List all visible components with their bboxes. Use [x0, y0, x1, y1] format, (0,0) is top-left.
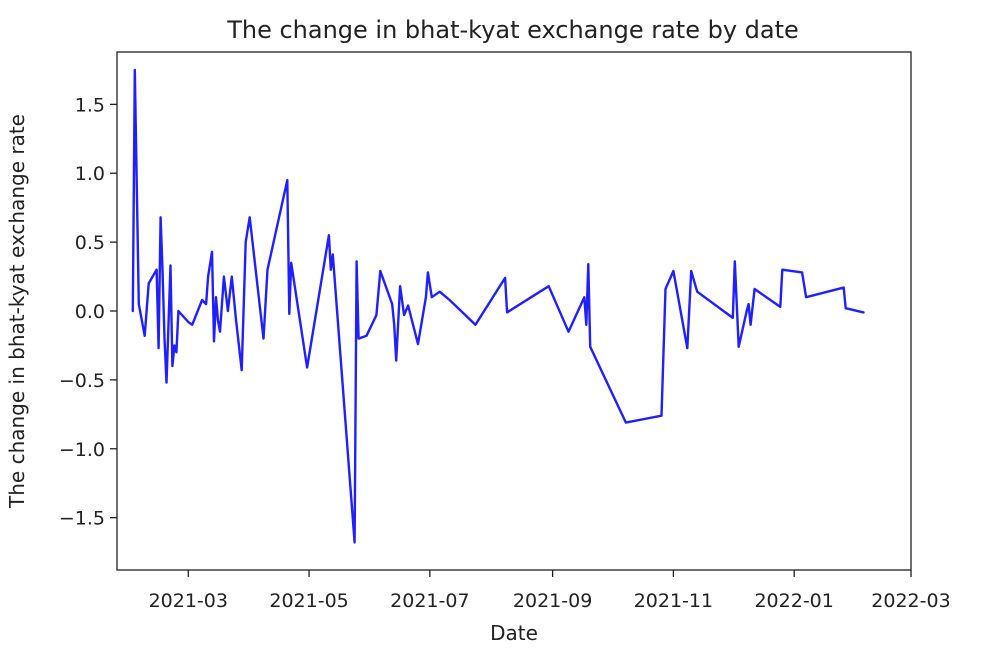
chart-title: The change in bhat-kyat exchange rate by… [226, 16, 799, 44]
y-tick-label: −1.5 [59, 508, 105, 530]
x-tick-label: 2022-01 [754, 590, 833, 612]
x-tick-label: 2021-05 [269, 590, 348, 612]
y-tick-label: 0.0 [75, 301, 105, 323]
y-axis-ticks: 1.5 1.0 0.5 0.0 −0.5 −1.0 −1.5 [59, 94, 117, 530]
y-tick-label: −1.0 [59, 439, 105, 461]
y-tick-label: −0.5 [59, 370, 105, 392]
x-tick-label: 2021-09 [513, 590, 592, 612]
x-tick-label: 2021-11 [634, 590, 713, 612]
x-tick-label: 2021-03 [149, 590, 228, 612]
y-axis-title: The change in bhat-kyat exchange rate [5, 114, 29, 509]
y-tick-label: 1.0 [75, 163, 105, 185]
x-tick-label: 2022-03 [871, 590, 950, 612]
x-axis-title: Date [490, 621, 538, 645]
series-layer [131, 68, 865, 544]
x-tick-label: 2021-07 [390, 590, 469, 612]
x-axis-ticks: 2021-03 2021-05 2021-07 2021-09 2021-11 2022-… [149, 570, 951, 612]
y-tick-label: 1.5 [75, 94, 105, 116]
series-line [131, 68, 865, 544]
y-tick-label: 0.5 [75, 232, 105, 254]
